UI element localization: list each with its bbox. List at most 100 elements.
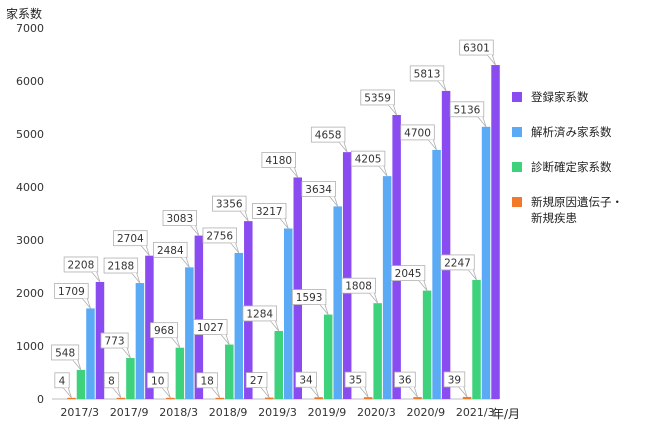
data-label-text: 3634 xyxy=(305,184,332,196)
data-label-pointer xyxy=(260,387,270,398)
data-label-box xyxy=(409,65,445,82)
data-label-text: 36 xyxy=(398,375,412,387)
data-label-pointer xyxy=(428,139,437,151)
y-tick-label: 1000 xyxy=(16,340,44,353)
data-label-box xyxy=(245,372,268,388)
data-label-text: 3083 xyxy=(166,213,193,225)
data-label-pointer xyxy=(81,298,91,309)
data-label-pointer xyxy=(230,242,240,254)
bar xyxy=(432,149,441,399)
bar xyxy=(323,314,333,399)
data-label-text: 2704 xyxy=(117,233,144,245)
data-label-pointer xyxy=(62,387,72,399)
data-label-pointer xyxy=(289,167,299,178)
bar xyxy=(373,303,382,399)
y-tick-label: 0 xyxy=(37,393,44,406)
data-label-text: 35 xyxy=(349,375,362,387)
data-label-box xyxy=(51,344,80,361)
data-label-box xyxy=(400,124,435,141)
data-label: 5359 xyxy=(360,89,398,116)
bar xyxy=(392,114,401,400)
data-label-text: 4205 xyxy=(355,154,382,166)
data-label: 2484 xyxy=(153,241,190,268)
data-label-box xyxy=(301,180,336,197)
data-label-text: 2045 xyxy=(395,268,422,280)
y-tick-label: 3000 xyxy=(16,234,44,247)
data-label: 3217 xyxy=(251,203,289,229)
data-label-text: 2188 xyxy=(107,261,134,273)
y-tick-label: 5000 xyxy=(16,128,44,141)
bar xyxy=(126,358,135,399)
data-label-box xyxy=(103,257,139,274)
legend-label: 登録家系数 xyxy=(531,90,589,104)
data-label-box xyxy=(212,195,247,212)
data-label-text: 3217 xyxy=(256,206,283,218)
x-axis-ticks: 2017/3 2017/9 2018/3 2018/9 2019/3 2019/9 2020… xyxy=(60,406,494,419)
data-label-box xyxy=(360,89,395,106)
bar xyxy=(234,252,244,399)
data-label-box xyxy=(310,126,346,143)
data-label: 548 xyxy=(51,344,82,371)
bar xyxy=(274,330,283,399)
data-label: 35 xyxy=(344,371,369,398)
legend-swatch xyxy=(512,127,522,137)
data-label-pointer xyxy=(310,386,320,398)
y-tick-label: 7000 xyxy=(16,22,44,35)
data-label-text: 3356 xyxy=(216,199,243,211)
data-label: 8 xyxy=(103,372,122,399)
data-label-text: 2756 xyxy=(206,230,233,242)
data-label: 4658 xyxy=(310,126,348,153)
bar xyxy=(116,397,126,399)
legend-label: 新規原因遺伝子・新規疾患 xyxy=(531,195,623,225)
data-label-text: 1027 xyxy=(197,322,224,334)
bar xyxy=(472,279,481,399)
data-label-text: 1709 xyxy=(58,286,85,298)
y-axis-ticks: 0 1000 2000 3000 4000 5000 6000 7000 xyxy=(16,22,44,406)
y-tick-label: 4000 xyxy=(16,181,44,194)
data-label-pointer xyxy=(72,359,82,371)
bar xyxy=(481,126,491,400)
bar xyxy=(342,152,352,399)
data-label-box xyxy=(394,371,416,388)
data-label-text: 1593 xyxy=(296,292,323,304)
data-label: 2045 xyxy=(390,265,428,291)
x-tick-label: 2018/9 xyxy=(209,406,248,419)
data-label-box xyxy=(344,371,367,388)
data-label-text: 4700 xyxy=(404,127,431,139)
data-label: 1709 xyxy=(54,283,91,309)
data-label: 1808 xyxy=(341,277,379,304)
data-labels: 4 548 1709 2208 8 773 2188 2704 10 968 2484 3083 18 1… xyxy=(51,39,496,399)
data-label-pointer xyxy=(140,245,150,256)
bar xyxy=(185,267,194,399)
data-label-text: 5813 xyxy=(414,68,441,80)
data-label-pointer xyxy=(388,104,398,116)
data-label-pointer xyxy=(378,165,388,177)
bar xyxy=(293,177,302,399)
bar xyxy=(76,369,86,399)
data-label: 773 xyxy=(100,332,131,359)
x-tick-label: 2021/3 xyxy=(456,406,495,419)
data-label-text: 1808 xyxy=(345,281,372,293)
data-label-box xyxy=(202,227,237,244)
data-label-box xyxy=(242,305,277,322)
data-label-pointer xyxy=(220,334,230,345)
data-label: 4205 xyxy=(350,150,388,177)
bar xyxy=(491,65,500,399)
data-label-box xyxy=(54,283,89,299)
y-tick-label: 2000 xyxy=(16,287,44,300)
bar xyxy=(422,290,432,399)
data-label-pointer xyxy=(418,280,428,291)
data-label-text: 4180 xyxy=(265,155,292,167)
bar xyxy=(145,255,154,399)
data-label-pointer xyxy=(121,347,131,359)
y-tick-label: 6000 xyxy=(16,75,44,88)
data-label-pointer xyxy=(161,387,171,399)
data-label-box xyxy=(100,332,129,349)
data-label-text: 27 xyxy=(250,375,263,387)
x-axis-title: 年/月 xyxy=(492,407,520,421)
data-label: 27 xyxy=(245,372,270,398)
legend-item: 解析済み家系数 xyxy=(512,125,612,139)
data-label: 5813 xyxy=(409,65,447,92)
data-label: 2247 xyxy=(440,254,477,281)
x-tick-label: 2017/9 xyxy=(110,406,149,419)
